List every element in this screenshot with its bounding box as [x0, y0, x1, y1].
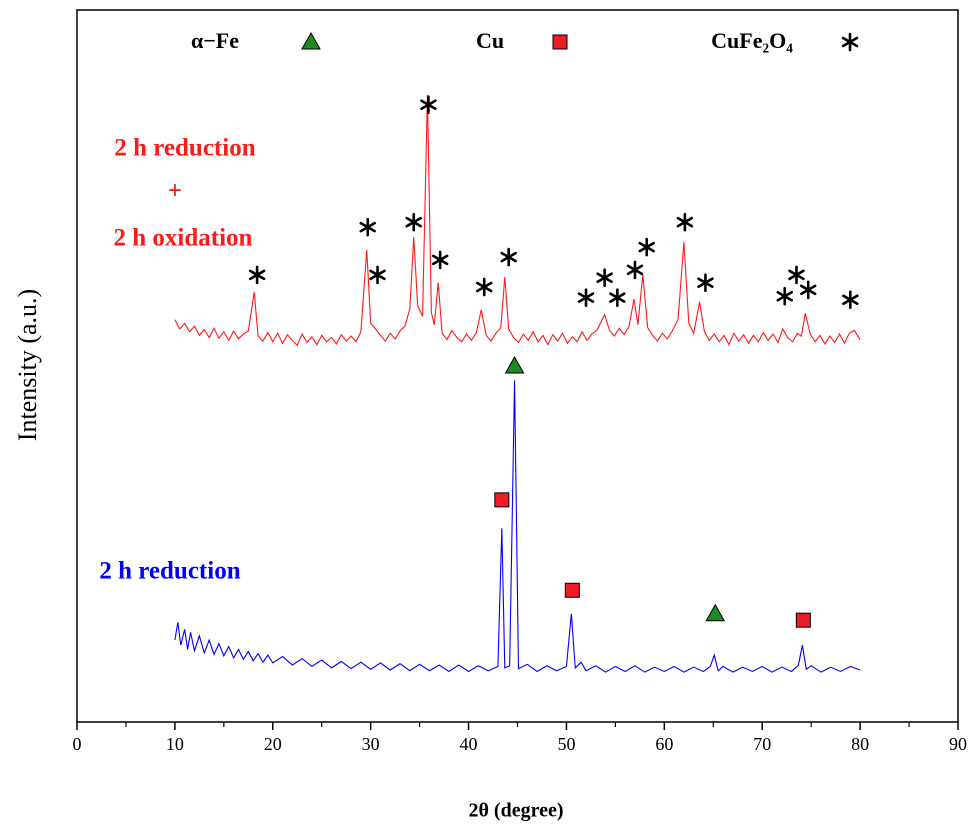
- phase-marker: [369, 265, 386, 285]
- phase-marker: [841, 32, 859, 52]
- asterisk-stroke: [431, 254, 449, 266]
- x-axis-label: 2θ (degree): [468, 800, 563, 822]
- x-tick-label: 20: [264, 734, 282, 754]
- phase-marker: [500, 247, 517, 267]
- x-tick-label: 80: [851, 734, 869, 754]
- phase-marker: [795, 612, 811, 628]
- phase-marker: [552, 34, 568, 50]
- x-tick-label: 40: [460, 734, 478, 754]
- phase-marker: [638, 237, 655, 257]
- x-tick-label: 50: [557, 734, 575, 754]
- phase-marker: [248, 265, 266, 285]
- phase-marker: [596, 268, 613, 288]
- asterisk-stroke: [800, 284, 817, 296]
- phase-marker: [405, 212, 422, 232]
- asterisk-stroke: [405, 216, 422, 228]
- asterisk-stroke: [420, 99, 437, 110]
- phase-marker: [359, 217, 376, 237]
- phase-marker: [475, 277, 493, 297]
- asterisk-stroke: [842, 294, 859, 306]
- asterisk-stroke: [841, 36, 859, 48]
- x-tick-label: 70: [753, 734, 771, 754]
- asterisk-stroke: [577, 292, 595, 303]
- phase-marker: [504, 355, 525, 374]
- series-label: 2 h oxidation: [114, 225, 253, 252]
- series-label: 2 h reduction: [99, 558, 240, 585]
- asterisk-stroke: [359, 221, 376, 233]
- phase-marker: [676, 212, 694, 232]
- series-label: 2 h reduction: [114, 135, 255, 162]
- asterisk-stroke: [776, 290, 793, 302]
- legend-label: Cu: [476, 28, 504, 53]
- asterisk-stroke: [788, 269, 805, 281]
- asterisk-stroke: [676, 216, 694, 228]
- phase-marker: [420, 95, 437, 114]
- phase-marker: [776, 286, 793, 306]
- y-axis-label: Intensity (a.u.): [13, 289, 42, 441]
- x-tick-label: 10: [166, 734, 184, 754]
- x-tick-label: 0: [73, 734, 82, 754]
- x-tick-label: 60: [655, 734, 673, 754]
- asterisk-stroke: [500, 251, 517, 263]
- legend-label: α−Fe: [191, 28, 239, 53]
- phase-marker: [788, 265, 805, 285]
- asterisk-stroke: [638, 241, 655, 253]
- phase-marker: [494, 492, 510, 508]
- phase-marker: [301, 31, 321, 50]
- phase-marker: [577, 288, 595, 307]
- asterisk-stroke: [609, 292, 626, 303]
- xrd-trace: [174, 94, 861, 347]
- x-tick-label: 90: [949, 734, 967, 754]
- phase-marker: [842, 290, 859, 310]
- x-tick-label: 30: [362, 734, 380, 754]
- asterisk-stroke: [369, 269, 386, 281]
- asterisk-stroke: [475, 281, 493, 293]
- series-label: +: [168, 178, 182, 205]
- phase-marker: [431, 250, 449, 270]
- asterisk-stroke: [248, 269, 266, 281]
- asterisk-stroke: [697, 277, 714, 288]
- legend-label: CuFe₂O₄: [711, 28, 793, 53]
- xrd-trace: [174, 380, 861, 673]
- phase-marker: [564, 582, 580, 598]
- phase-marker: [697, 273, 714, 292]
- asterisk-stroke: [626, 264, 644, 276]
- phase-marker: [800, 280, 817, 300]
- phase-marker: [609, 288, 626, 307]
- phase-marker: [705, 603, 726, 622]
- phase-marker: [626, 260, 644, 280]
- asterisk-stroke: [596, 272, 613, 284]
